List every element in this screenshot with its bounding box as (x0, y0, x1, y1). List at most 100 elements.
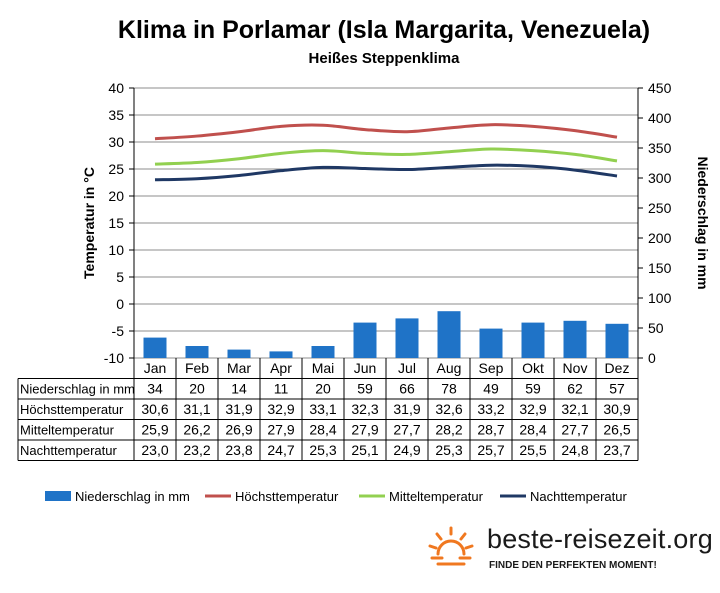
table-cell: 33,1 (309, 401, 336, 417)
y-right-tick-label: 0 (648, 350, 656, 366)
table-cell: 26,2 (183, 422, 210, 438)
precipitation-bar (563, 320, 587, 358)
table-cell: 59 (525, 381, 541, 397)
chart-subtitle: Heißes Steppenklima (308, 50, 460, 67)
chart-title: Klima in Porlamar (Isla Margarita, Venez… (117, 16, 651, 44)
logo-slogan: FINDE DEN PERFEKTEN MOMENT! (489, 560, 657, 571)
table-cell: 23,7 (603, 442, 630, 458)
precipitation-bar (227, 349, 251, 358)
table-cell: 31,9 (225, 401, 252, 417)
y-right-tick-label: 400 (648, 110, 672, 126)
table-row-header: Nachttemperatur (20, 443, 117, 458)
sun-icon (428, 526, 474, 566)
legend-label: Höchsttemperatur (235, 489, 339, 504)
table-cell: 32,9 (267, 401, 294, 417)
y-left-axis-title: Temperatur in °C (81, 167, 97, 279)
table-cell: 23,2 (183, 442, 210, 458)
precipitation-bar (521, 322, 545, 358)
table-cell: 32,1 (561, 401, 588, 417)
table-cell: 20 (189, 381, 205, 397)
y-left-tick-label: -5 (112, 323, 125, 339)
table-cell: 32,6 (435, 401, 462, 417)
category-label: Jul (398, 360, 416, 376)
category-label: Nov (563, 360, 588, 376)
table-cell: 59 (357, 381, 373, 397)
y-right-tick-label: 300 (648, 170, 672, 186)
table-cell: 27,9 (351, 422, 378, 438)
table-cell: 24,8 (561, 442, 588, 458)
category-label: Jun (354, 360, 377, 376)
table-cell: 28,7 (477, 422, 504, 438)
table-cell: 14 (231, 381, 247, 397)
table-cell: 28,4 (309, 422, 336, 438)
legend-label: Mitteltemperatur (389, 489, 484, 504)
table-cell: 62 (567, 381, 583, 397)
table-cell: 25,1 (351, 442, 378, 458)
table-cell: 23,0 (141, 442, 168, 458)
legend-swatch-bar (45, 491, 71, 501)
table-cell: 25,3 (309, 442, 336, 458)
y-right-tick-label: 250 (648, 200, 672, 216)
precipitation-bar (143, 337, 167, 358)
table-cell: 25,3 (435, 442, 462, 458)
table-cell: 25,7 (477, 442, 504, 458)
precipitation-bar (395, 318, 419, 358)
category-label: Dez (605, 360, 630, 376)
precipitation-bar (353, 322, 377, 358)
series-line-nachttemperatur (154, 163, 618, 182)
y-left-tick-label: 40 (108, 80, 124, 96)
table-row-header: Niederschlag in mm (20, 382, 135, 397)
table-cell: 26,5 (603, 422, 630, 438)
category-label: Okt (522, 360, 544, 376)
table-cell: 11 (274, 381, 289, 397)
y-left-tick-label: 20 (108, 188, 124, 204)
table-cell: 66 (399, 381, 415, 397)
logo-text[interactable]: beste-reisezeit.org (487, 524, 713, 554)
legend-label: Niederschlag in mm (75, 489, 190, 504)
table-cell: 31,1 (183, 401, 210, 417)
y-left-tick-label: 35 (108, 107, 124, 123)
table-cell: 25,5 (519, 442, 546, 458)
table-cell: 24,7 (267, 442, 294, 458)
y-left-tick-label: 30 (108, 134, 124, 150)
precipitation-bar (185, 346, 209, 358)
series-line-mitteltemperatur (154, 147, 618, 166)
table-cell: 27,7 (561, 422, 588, 438)
table-cell: 31,9 (393, 401, 420, 417)
table-cell: 49 (483, 381, 499, 397)
table-cell: 25,9 (141, 422, 168, 438)
y-right-tick-label: 200 (648, 230, 672, 246)
precipitation-bar (269, 351, 293, 358)
y-left-tick-label: -10 (104, 350, 124, 366)
category-label: Sep (479, 360, 504, 376)
y-left-tick-label: 15 (108, 215, 124, 231)
table-cell: 57 (609, 381, 625, 397)
table-row-header: Höchsttemperatur (20, 402, 124, 417)
table-cell: 27,9 (267, 422, 294, 438)
precipitation-bar (479, 328, 503, 358)
y-left-tick-label: 25 (108, 161, 124, 177)
y-right-tick-label: 450 (648, 80, 672, 96)
y-right-tick-label: 100 (648, 290, 672, 306)
category-label: Apr (270, 360, 292, 376)
precipitation-bar (605, 323, 629, 358)
y-right-tick-label: 350 (648, 140, 672, 156)
y-left-tick-label: 10 (108, 242, 124, 258)
table-cell: 28,4 (519, 422, 546, 438)
y-right-axis-title: Niederschlag in mm (695, 156, 711, 289)
table-cell: 78 (441, 381, 457, 397)
table-cell: 32,3 (351, 401, 378, 417)
table-cell: 30,6 (141, 401, 168, 417)
y-left-tick-label: 5 (116, 269, 124, 285)
category-label: Aug (437, 360, 462, 376)
table-cell: 32,9 (519, 401, 546, 417)
table-cell: 27,7 (393, 422, 420, 438)
precipitation-bar (437, 311, 461, 358)
table-cell: 24,9 (393, 442, 420, 458)
table-cell: 20 (315, 381, 331, 397)
table-cell: 26,9 (225, 422, 252, 438)
category-label: Feb (185, 360, 209, 376)
table-cell: 34 (147, 381, 163, 397)
